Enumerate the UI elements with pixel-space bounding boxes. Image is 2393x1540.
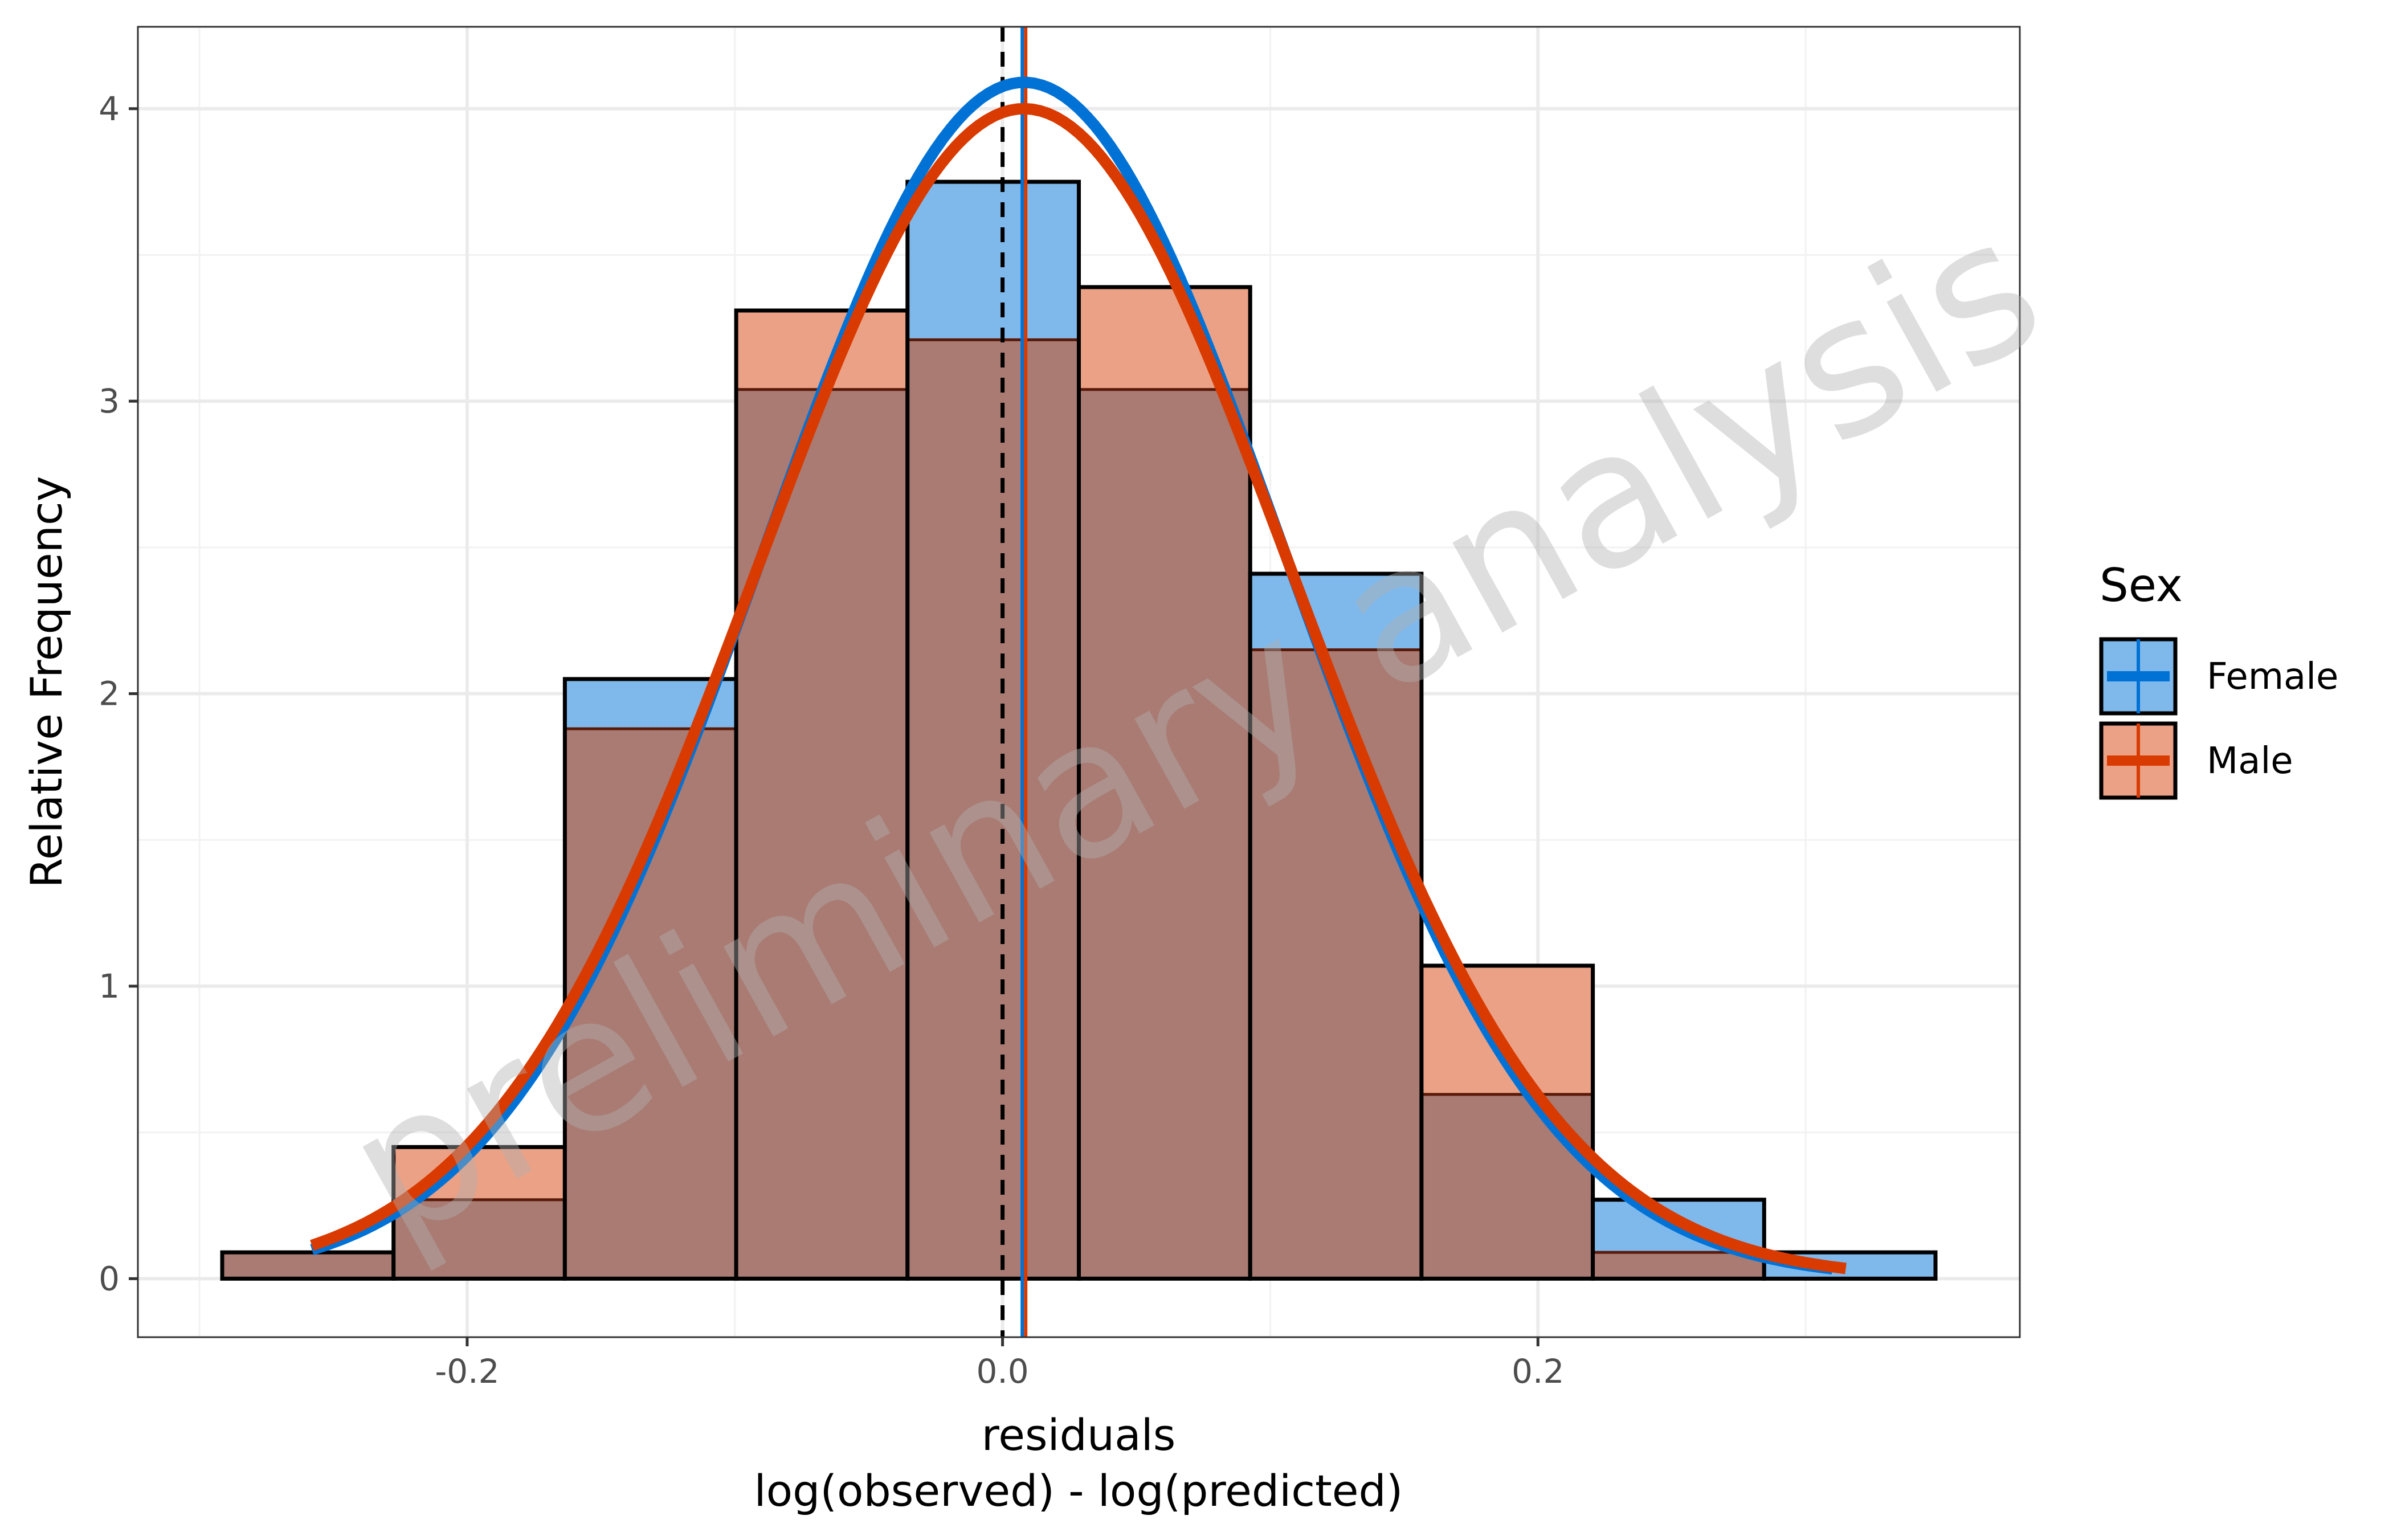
x-axis-title: residuals: [982, 1410, 1176, 1460]
y-tick-label: 2: [99, 675, 120, 713]
y-tick-label: 1: [99, 967, 120, 1006]
density-curve-male: [310, 103, 1847, 1275]
x-tick-label: -0.2: [435, 1352, 499, 1391]
y-tick-label: 0: [99, 1259, 120, 1298]
bar-female: [907, 182, 1079, 340]
axes: -0.2 0.0 0.2 0 1 2 3 4: [99, 89, 1564, 1391]
bar-outline: [1591, 1198, 1766, 1281]
bar-male: [1421, 965, 1593, 1094]
bar-overlap: [393, 1199, 565, 1279]
bar-overlap: [1421, 1094, 1593, 1279]
histogram-bars: [220, 179, 1938, 1281]
bar-overlap: [907, 340, 1079, 1279]
y-tick-label: 4: [99, 89, 120, 128]
y-tick-label: 3: [99, 382, 120, 420]
plot-panel-border: [137, 26, 2021, 1338]
bar-overlap: [1592, 1252, 1765, 1279]
bar-outline: [1419, 963, 1595, 1281]
x-tick-label: 0.2: [1512, 1352, 1564, 1391]
bar-overlap: [1079, 389, 1251, 1279]
reference-lines: [1001, 27, 1028, 1337]
bar-male: [736, 310, 908, 390]
legend-label-female: Female: [2207, 656, 2338, 698]
legend: Female Male: [2099, 637, 2338, 800]
y-axis-title: Relative Frequency: [21, 476, 72, 888]
bar-overlap: [565, 729, 737, 1279]
legend-title: Sex: [2100, 559, 2183, 612]
x-tick-label: 0.0: [976, 1352, 1028, 1391]
bar-overlap: [1250, 650, 1422, 1279]
bar-outline: [1248, 571, 1424, 1281]
bar-outline: [1762, 1250, 1938, 1281]
x-axis-subtitle: log(observed) - log(predicted): [754, 1465, 1403, 1516]
density-curve-female: [310, 76, 1833, 1275]
bar-overlap: [222, 1252, 394, 1279]
density-curves: [310, 76, 1847, 1275]
bar-female: [1250, 574, 1422, 650]
legend-label-male: Male: [2207, 740, 2293, 782]
